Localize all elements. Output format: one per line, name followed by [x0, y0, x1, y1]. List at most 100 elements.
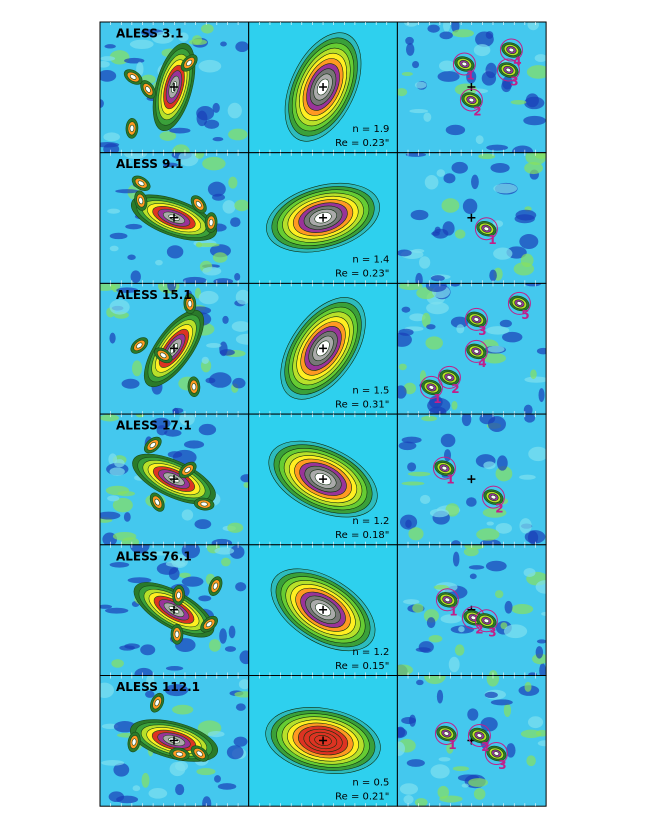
noise-blob	[486, 144, 508, 151]
target-label: ALESS 3.1	[116, 27, 183, 41]
noise-blob	[430, 764, 450, 779]
noise-blob	[198, 595, 212, 602]
noise-blob	[233, 736, 248, 747]
noise-blob	[398, 363, 407, 371]
noise-blob	[437, 785, 450, 799]
contour	[476, 733, 483, 738]
noise-blob	[487, 416, 506, 432]
center-cross	[319, 83, 328, 91]
noise-blob	[409, 109, 429, 114]
component-ring	[484, 742, 508, 765]
contour	[473, 349, 480, 354]
noise-blob	[235, 703, 246, 711]
noise-blob	[407, 462, 417, 472]
noise-blob	[412, 61, 420, 69]
component-ring	[437, 365, 461, 389]
component-label: 2	[495, 502, 503, 516]
panel	[100, 283, 249, 415]
noise-blob	[202, 796, 212, 807]
panel	[100, 22, 249, 153]
sersic-index: n = 0.5	[352, 778, 389, 789]
center-cross	[319, 475, 328, 484]
noise-blob	[107, 495, 120, 502]
noise-blob	[167, 451, 183, 458]
contour	[212, 582, 218, 590]
component-label: 3	[498, 758, 506, 772]
noise-blob	[523, 115, 546, 126]
noise-blob	[483, 352, 507, 364]
center-cross	[467, 83, 476, 91]
tick-marks	[407, 152, 536, 284]
contour	[187, 300, 193, 308]
noise-blob	[129, 544, 150, 554]
noise-blob	[178, 152, 199, 167]
noise-blob	[441, 198, 460, 213]
noise-blob	[451, 161, 468, 174]
noise-blob	[123, 152, 148, 159]
contour	[184, 467, 191, 473]
noise-blob	[405, 519, 412, 528]
noise-blob	[181, 576, 204, 587]
noise-blob	[100, 604, 113, 609]
noise-blob	[473, 788, 486, 800]
contour	[468, 97, 475, 103]
noise-blob	[212, 136, 224, 142]
noise-blob	[530, 369, 537, 380]
noise-blob	[125, 223, 143, 230]
noise-blob	[164, 684, 189, 697]
noise-blob	[205, 377, 216, 384]
noise-blob	[397, 332, 412, 347]
noise-blob	[419, 494, 431, 505]
noise-blob	[502, 76, 513, 90]
effective-radius: Re = 0.15"	[335, 661, 389, 672]
center-cross	[170, 605, 178, 614]
noise-blob	[103, 143, 120, 153]
noise-blob	[401, 71, 413, 76]
center-cross	[170, 736, 178, 745]
center-cross	[467, 213, 476, 222]
noise-blob	[100, 511, 121, 520]
noise-blob	[214, 775, 221, 783]
noise-blob	[239, 650, 249, 665]
noise-blob	[179, 414, 195, 426]
noise-blob	[461, 414, 472, 427]
noise-blob	[235, 41, 249, 53]
noise-blob	[523, 404, 533, 415]
contour	[461, 61, 468, 67]
noise-blob	[179, 572, 191, 579]
noise-blob	[226, 745, 244, 760]
noise-blob	[235, 289, 249, 305]
panel	[100, 544, 249, 676]
tick-marks	[407, 675, 536, 807]
noise-blob	[452, 766, 470, 772]
noise-blob	[454, 229, 466, 239]
noise-blob	[231, 321, 249, 332]
panel	[397, 675, 547, 807]
component-ring	[467, 724, 491, 747]
noise-blob	[405, 43, 415, 56]
noise-blob	[485, 31, 494, 39]
component-label: 1	[466, 69, 474, 83]
noise-blob	[485, 560, 507, 572]
contour	[444, 597, 451, 602]
noise-blob	[416, 679, 424, 686]
noise-blob	[111, 659, 124, 668]
noise-blob	[104, 44, 116, 49]
component-ring	[481, 485, 505, 509]
noise-blob	[446, 742, 454, 754]
noise-blob	[130, 270, 141, 284]
tick-marks	[407, 283, 536, 415]
center-cross	[170, 475, 178, 484]
noise-blob	[495, 522, 512, 534]
noise-blob	[172, 144, 190, 153]
component-label: 3	[488, 625, 496, 639]
noise-blob	[406, 759, 425, 767]
noise-blob	[165, 666, 184, 671]
noise-blob	[493, 183, 518, 194]
noise-blob	[209, 372, 232, 388]
noise-blob	[181, 544, 200, 559]
noise-blob	[524, 681, 532, 692]
noise-blob	[511, 603, 534, 615]
